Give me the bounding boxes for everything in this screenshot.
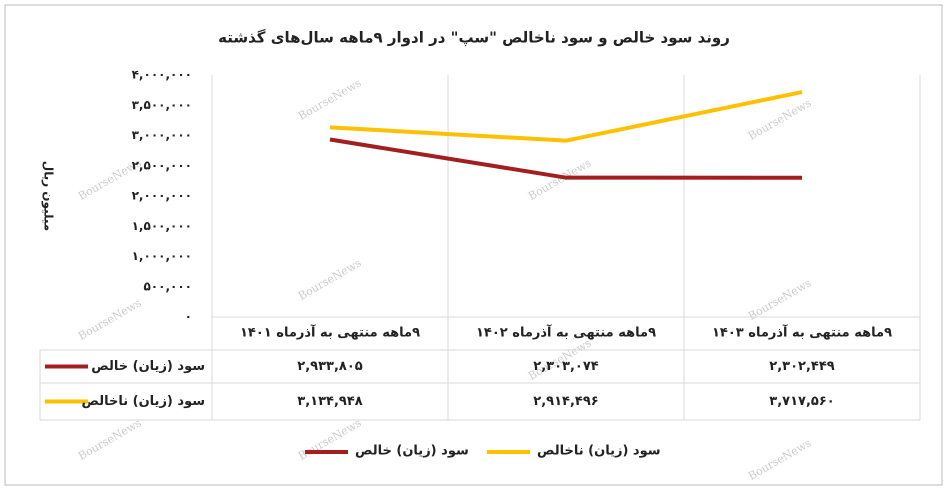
legend-label: سود (زیان) ناخالص <box>537 444 661 459</box>
legend-label: سود (زیان) خالص <box>355 444 469 459</box>
frame <box>4 4 943 486</box>
table-row-label: سود (زیان) خالص <box>91 359 205 374</box>
y-tick-label: ۲,۵۰۰,۰۰۰ <box>132 158 192 172</box>
y-tick-label: ۱,۰۰۰,۰۰۰ <box>132 249 192 263</box>
chart-title: روند سود خالص و سود ناخالص "سپ" در ادوار… <box>218 29 730 47</box>
x-tick-label: ۹ماهه منتهی به آذرماه ۱۴۰۳ <box>712 324 892 341</box>
y-axis-label: میلیون ریال <box>41 161 56 231</box>
x-tick-label: ۹ماهه منتهی به آذرماه ۱۴۰۱ <box>240 324 420 341</box>
line-series <box>329 137 803 180</box>
table-value: ۳,۷۱۷,۵۶۰ <box>769 394 834 409</box>
y-tick-label: ۱,۵۰۰,۰۰۰ <box>132 219 192 233</box>
y-tick-label: ۳,۵۰۰,۰۰۰ <box>132 98 192 112</box>
table-row-label: سود (زیان) ناخالص <box>81 394 205 409</box>
line-series <box>329 90 803 143</box>
y-tick-label: ۰ <box>185 310 192 324</box>
table-value: ۲,۹۱۴,۴۹۶ <box>533 394 598 409</box>
y-tick-label: ۴,۰۰۰,۰۰۰ <box>132 68 192 82</box>
y-tick-label: ۲,۰۰۰,۰۰۰ <box>132 189 192 203</box>
y-tick-label: ۳,۰۰۰,۰۰۰ <box>132 128 192 142</box>
table-value: ۲,۹۳۳,۸۰۵ <box>297 359 362 374</box>
x-tick-label: ۹ماهه منتهی به آذرماه ۱۴۰۲ <box>476 324 656 341</box>
table-value: ۲,۳۰۲,۴۴۹ <box>769 359 834 374</box>
table-value: ۳,۱۳۴,۹۴۸ <box>297 394 362 409</box>
table-value: ۲,۳۰۳,۰۷۴ <box>533 359 598 374</box>
y-tick-label: ۵۰۰,۰۰۰ <box>143 279 192 293</box>
